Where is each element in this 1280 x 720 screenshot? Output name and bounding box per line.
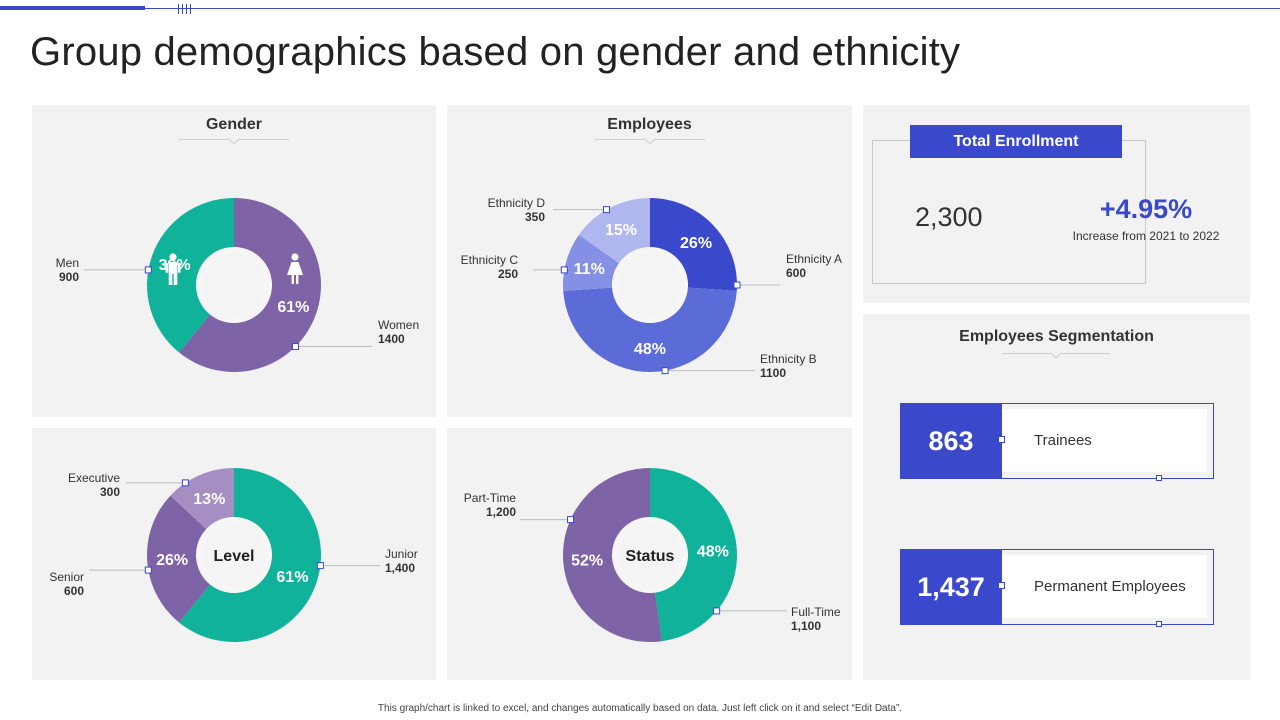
segment-card-trainees[interactable]: 863 Trainees <box>900 403 1214 481</box>
label-full-time: Full-Time 1,100 <box>791 605 841 633</box>
total-enrollment-panel: Total Enrollment 2,300 +4.95% Increase f… <box>863 105 1250 303</box>
marker-ethnicity-b <box>661 367 669 375</box>
marker-executive <box>181 479 189 487</box>
marker-full-time <box>713 607 721 615</box>
percent-label-ethnicity-c: 11% <box>574 261 605 278</box>
percent-label-ethnicity-b: 48% <box>634 341 666 358</box>
page-title: Group demographics based on gender and e… <box>30 30 961 74</box>
donut-center <box>619 524 681 586</box>
segment-value: 1,437 <box>900 549 1002 625</box>
connector-square <box>998 436 1005 443</box>
employees-panel: Employees 26% 48% 11% 15% Ethnicity D 350 Et… <box>447 105 852 417</box>
header-tick-marks <box>178 4 192 14</box>
employees-segmentation-panel: Employees Segmentation 863 Trainees 1,43… <box>863 314 1250 680</box>
segment-label: Permanent Employees <box>1034 578 1186 595</box>
level-donut-chart[interactable]: 61% 26% 13% Level <box>32 428 436 680</box>
segment-label-box <box>1002 409 1207 472</box>
marker-ethnicity-c <box>560 266 568 274</box>
slice-men[interactable] <box>147 198 234 353</box>
segmentation-panel-title: Employees Segmentation <box>959 328 1154 345</box>
label-men: Men 900 <box>55 256 79 284</box>
marker-senior <box>144 566 152 574</box>
label-executive: Executive 300 <box>67 471 120 499</box>
label-ethnicity-b: Ethnicity B 1100 <box>760 352 817 380</box>
slice-women[interactable] <box>179 198 321 372</box>
employees-panel-title: Employees <box>607 116 692 133</box>
marker-ethnicity-d <box>603 206 610 214</box>
percent-label-junior: 61% <box>276 569 308 586</box>
label-ethnicity-d: Ethnicity D 350 <box>487 196 545 224</box>
percent-label-ethnicity-a: 26% <box>680 235 712 252</box>
segment-card-permanent-employees[interactable]: 1,437 Permanent Employees <box>900 549 1214 627</box>
man-icon <box>165 253 181 285</box>
label-senior: Senior 600 <box>49 570 84 598</box>
ethnicity-donut-chart[interactable]: 26% 48% 11% 15% <box>447 105 852 417</box>
segment-label-box <box>1002 555 1207 618</box>
enrollment-change-value: +4.95% <box>1099 194 1193 224</box>
slice-ethnicity-b[interactable] <box>563 287 737 372</box>
donut-center <box>203 524 265 586</box>
segment-label: Trainees <box>1034 432 1092 449</box>
slice-full-time[interactable] <box>650 468 738 642</box>
marker-junior <box>316 562 324 570</box>
percent-label-full-time: 48% <box>697 544 729 561</box>
label-ethnicity-a: Ethnicity A 600 <box>786 252 843 280</box>
connector-square <box>1156 475 1162 481</box>
connector-square <box>1156 621 1162 627</box>
slice-part-time[interactable] <box>563 468 662 642</box>
percent-label-women: 61% <box>277 299 309 316</box>
donut-center <box>619 254 681 316</box>
center-label: Status <box>626 548 675 565</box>
gender-donut-chart[interactable]: 61%39% <box>32 105 436 417</box>
marker-women <box>292 343 300 351</box>
label-ethnicity-c: Ethnicity C 250 <box>460 253 518 281</box>
enrollment-change-label: Increase from 2021 to 2022 <box>1072 229 1220 243</box>
status-donut-chart[interactable]: 48% 52% Status <box>447 428 852 680</box>
total-enrollment-heading: Total Enrollment <box>910 125 1122 158</box>
footnote: This graph/chart is linked to excel, and… <box>377 703 903 714</box>
percent-label-part-time: 52% <box>571 552 603 569</box>
marker-ethnicity-a <box>733 281 741 289</box>
percent-label-ethnicity-d: 15% <box>605 222 637 239</box>
total-enrollment-value: 2,300 <box>915 202 983 232</box>
slice-junior[interactable] <box>179 468 321 642</box>
status-panel: 48% 52% Status Part-Time 1,200 Full-Time 1,1… <box>447 428 852 680</box>
percent-label-senior: 26% <box>156 552 188 569</box>
percent-label-executive: 13% <box>193 491 225 508</box>
segment-value: 863 <box>900 403 1002 479</box>
marker-men <box>144 266 152 274</box>
marker-part-time <box>567 516 575 524</box>
slice-ethnicity-a[interactable] <box>650 198 737 291</box>
label-junior: Junior 1,400 <box>385 547 418 575</box>
donut-center <box>203 254 265 316</box>
gender-panel-title: Gender <box>205 116 262 133</box>
level-panel: 61% 26% 13% Level Executive 300 Senior 600 Ju… <box>32 428 436 680</box>
slice-ethnicity-c[interactable] <box>563 234 619 291</box>
woman-icon <box>287 253 303 284</box>
title-notch <box>1050 347 1062 359</box>
slice-ethnicity-d[interactable] <box>578 198 650 264</box>
center-label: Level <box>214 548 255 565</box>
label-women: Women 1400 <box>378 318 420 346</box>
header-rule <box>0 8 1280 9</box>
slice-senior[interactable] <box>146 495 211 623</box>
label-part-time: Part-Time 1,200 <box>463 491 516 519</box>
connector-square <box>998 582 1005 589</box>
